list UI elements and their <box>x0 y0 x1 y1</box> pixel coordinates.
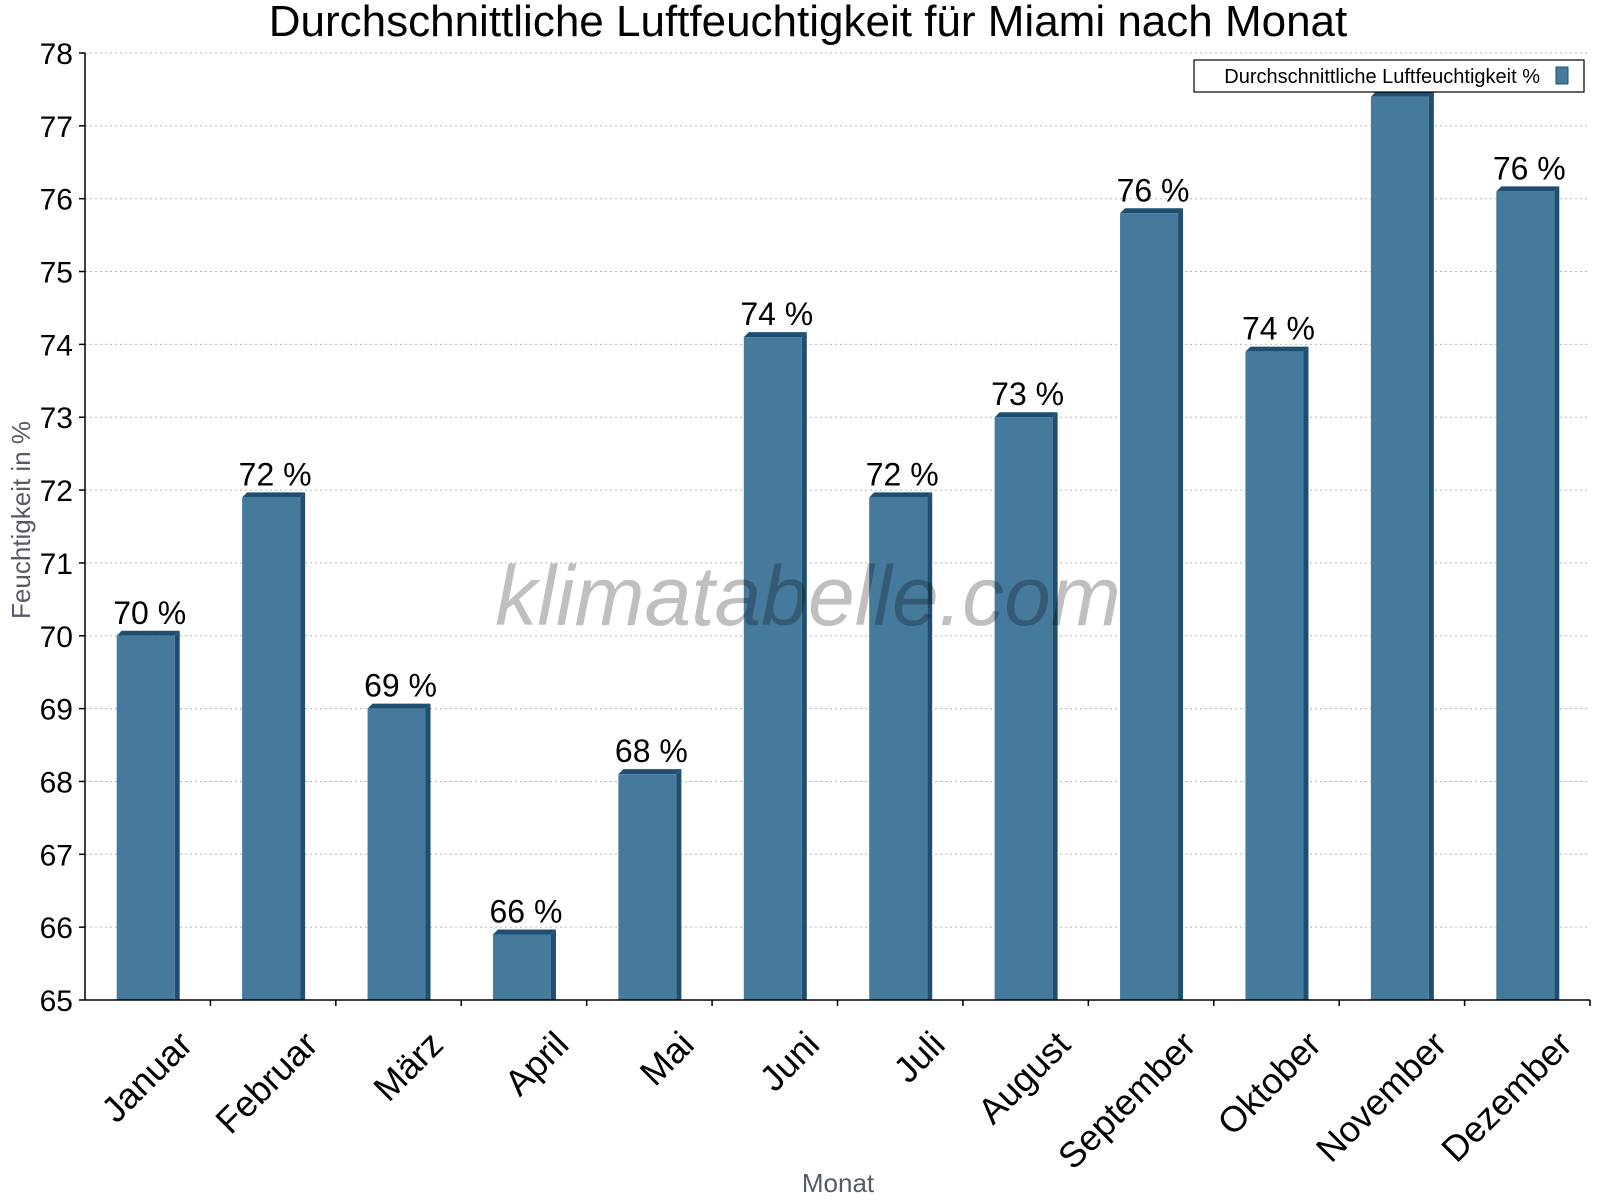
y-tick-label: 74 <box>40 329 73 362</box>
y-tick-label: 78 <box>40 38 73 71</box>
data-label: 70 % <box>113 595 186 631</box>
bar-front <box>242 497 301 1000</box>
bar <box>994 412 1058 1000</box>
x-tick-label: April <box>496 1023 576 1103</box>
bar-front <box>743 337 802 1001</box>
bar-side <box>1554 186 1560 1000</box>
bar-side <box>174 630 180 1000</box>
grid-lines <box>85 52 1590 928</box>
y-tick-label: 68 <box>40 766 73 799</box>
y-axis-ticks: 65 66 67 68 69 70 71 72 73 74 75 76 77 78 <box>40 38 85 1018</box>
data-label: 69 % <box>364 668 437 704</box>
x-tick-label: Dezember <box>1433 1023 1579 1169</box>
bar <box>1120 208 1184 1000</box>
bar-top <box>242 492 306 498</box>
data-label: 72 % <box>239 456 312 492</box>
bar-top <box>869 492 933 498</box>
y-tick-label: 69 <box>40 694 73 727</box>
bar-top <box>618 769 682 775</box>
y-tick-label: 77 <box>40 111 73 144</box>
bar-side <box>676 769 682 1000</box>
bar <box>1370 91 1434 1000</box>
data-label: 76 % <box>1117 172 1190 208</box>
bar-front <box>1370 96 1429 1000</box>
y-tick-label: 67 <box>40 839 73 872</box>
bar <box>367 703 431 1000</box>
x-tick-label: Februar <box>207 1023 325 1141</box>
legend-label: Durchschnittliche Luftfeuchtigkeit % <box>1224 66 1540 88</box>
data-labels: 70 % 72 % 69 % 66 % 68 % 74 % 72 % 73 % 76 % 74 %… <box>113 150 1566 929</box>
bar-side <box>1428 91 1434 1000</box>
bar <box>492 929 556 1000</box>
bar-side <box>1052 412 1058 1000</box>
x-tick-label: August <box>970 1023 1078 1131</box>
bar-side <box>1178 208 1184 1000</box>
bar <box>869 492 933 1000</box>
data-label: 74 % <box>740 296 813 332</box>
bar <box>242 492 306 1000</box>
bar-top <box>1370 91 1434 97</box>
x-axis-ticks: Januar Februar März April Mai Juni Juli AugustS… <box>93 1000 1591 1177</box>
bar <box>618 769 682 1000</box>
data-label: 66 % <box>489 893 562 929</box>
y-tick-label: 66 <box>40 912 73 945</box>
bar-front <box>367 708 426 1000</box>
data-label: 74 % <box>1242 311 1315 347</box>
x-tick-label: Juli <box>885 1023 952 1090</box>
y-axis-label: Feuchtigkeit in % <box>6 421 36 619</box>
bar <box>116 630 180 1000</box>
legend-swatch <box>1555 66 1569 85</box>
x-tick-label: Januar <box>93 1023 200 1130</box>
y-tick-label: 72 <box>40 475 73 508</box>
bar-top <box>743 332 807 338</box>
bar-top <box>116 630 180 636</box>
data-label: 72 % <box>866 456 939 492</box>
bar-side <box>300 492 306 1000</box>
bar-front <box>492 934 551 1000</box>
x-tick-label: Oktober <box>1209 1023 1329 1143</box>
x-tick-label: September <box>1050 1023 1204 1177</box>
bar <box>743 332 807 1001</box>
bar-front <box>869 497 928 1000</box>
y-tick-label: 71 <box>40 548 73 581</box>
data-label: 68 % <box>615 733 688 769</box>
y-tick-label: 65 <box>40 985 73 1018</box>
bar-side <box>1303 346 1309 1001</box>
y-tick-label: 70 <box>40 621 73 654</box>
data-label: 76 % <box>1493 150 1566 186</box>
bar-side <box>425 703 431 1000</box>
bar-front <box>1496 191 1555 1000</box>
x-tick-label: Juni <box>751 1023 827 1099</box>
bar-front <box>618 774 677 1000</box>
data-label: 73 % <box>991 376 1064 412</box>
chart-title: Durchschnittliche Luftfeuchtigkeit für M… <box>269 0 1348 46</box>
bar-top <box>492 929 556 935</box>
bars <box>116 91 1560 1001</box>
bar-top <box>994 412 1058 418</box>
x-tick-label: November <box>1308 1023 1454 1169</box>
bar-front <box>116 635 175 1000</box>
x-tick-label: März <box>365 1023 451 1109</box>
bar <box>1245 346 1309 1001</box>
bar-top <box>1496 186 1560 192</box>
watermark: klimatabelle.com <box>495 549 1121 643</box>
bar-side <box>550 929 556 1000</box>
bar-top <box>1245 346 1309 352</box>
y-tick-label: 73 <box>40 402 73 435</box>
bar-front <box>1245 351 1304 1001</box>
bar-side <box>801 332 807 1001</box>
legend-box <box>1193 59 1585 93</box>
bar-front <box>994 417 1053 1000</box>
bar-top <box>1120 208 1184 214</box>
x-tick-label: Mai <box>632 1023 702 1093</box>
y-tick-label: 76 <box>40 184 73 217</box>
x-axis-label: Monat <box>802 1168 875 1198</box>
bar <box>1496 186 1560 1000</box>
bar-top <box>367 703 431 709</box>
bar-side <box>927 492 933 1000</box>
y-tick-label: 75 <box>40 257 73 290</box>
bar-front <box>1120 213 1179 1000</box>
legend: Durchschnittliche Luftfeuchtigkeit % <box>1193 59 1585 93</box>
